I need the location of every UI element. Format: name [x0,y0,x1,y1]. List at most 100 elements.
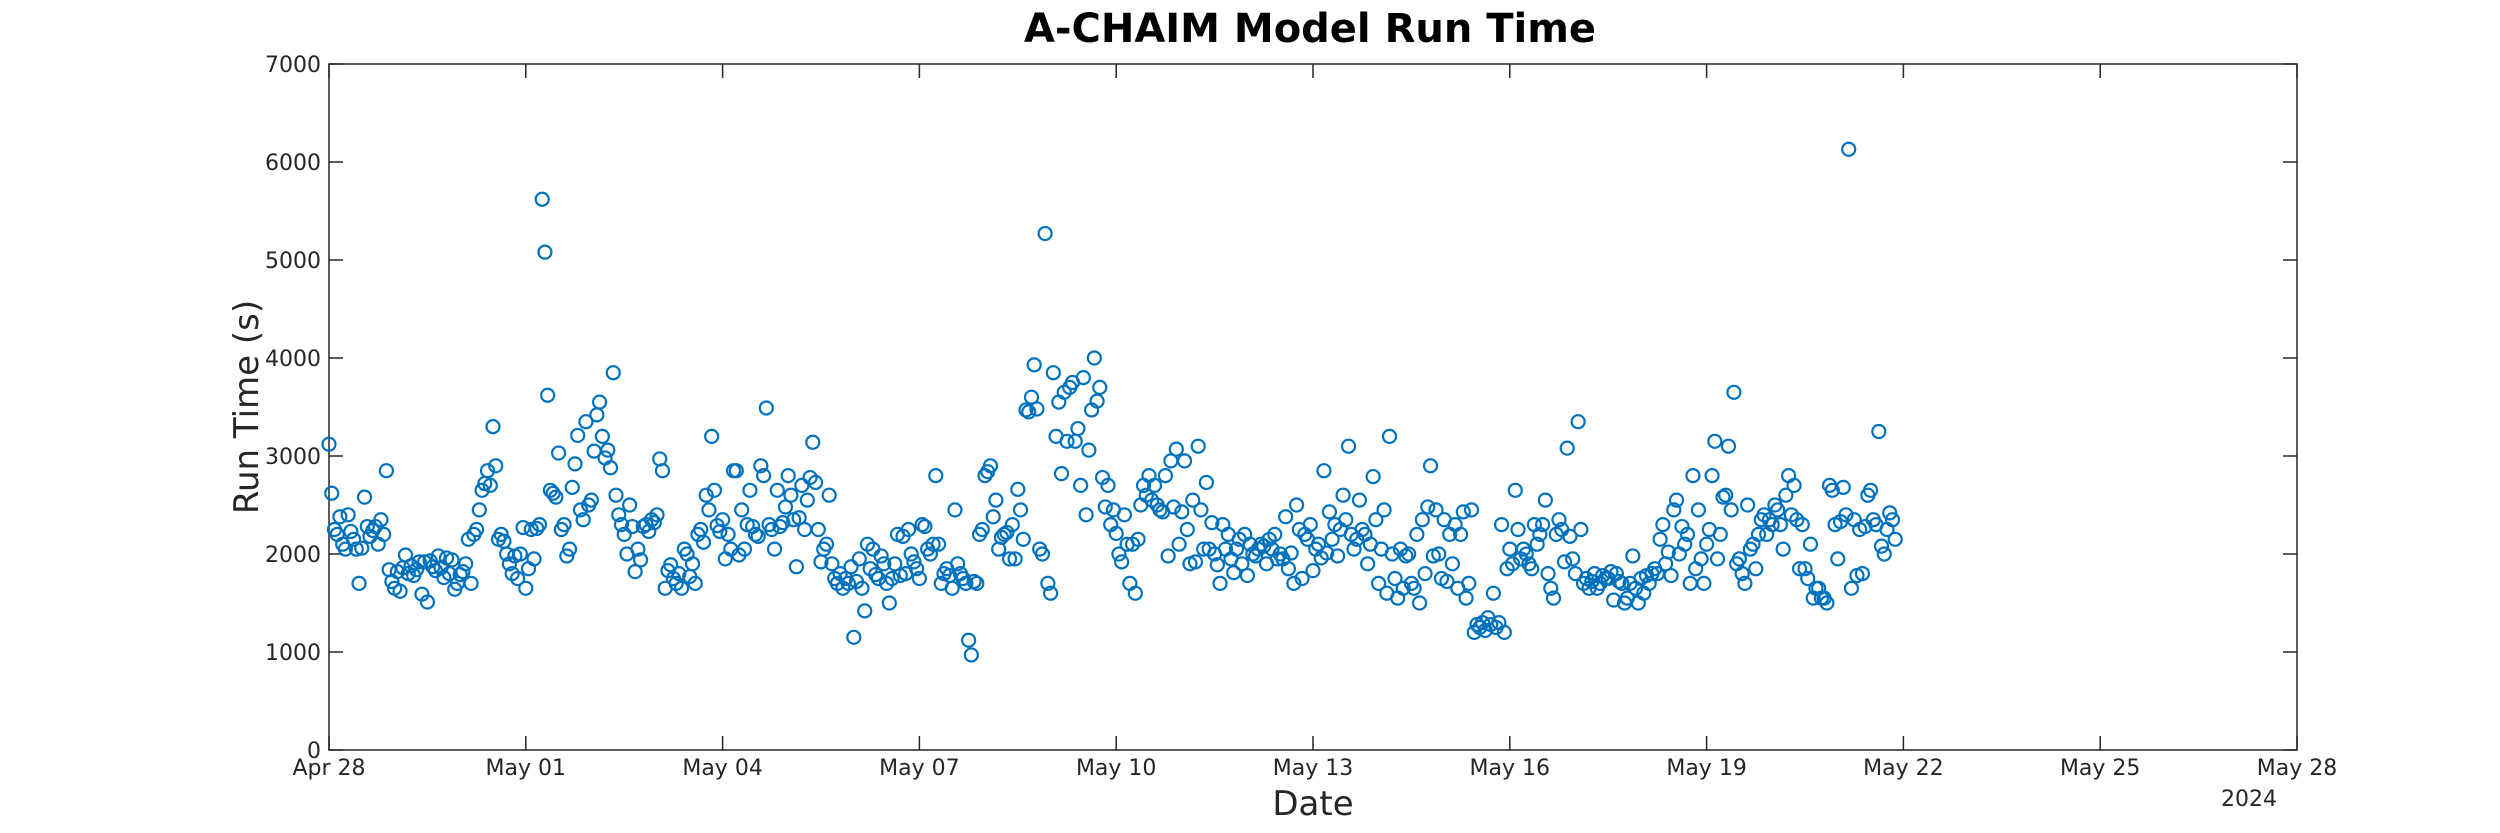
data-point [1174,504,1190,520]
data-point [324,485,340,501]
data-point [1034,546,1051,562]
data-point [1081,442,1097,458]
data-point [1401,546,1417,562]
data-point [1420,499,1436,515]
data-point [1791,561,1808,577]
data-point [695,534,712,550]
data-point [876,556,892,572]
data-point [1507,482,1523,498]
data-point [471,502,487,518]
data-point [1078,507,1094,523]
data-point [469,521,485,538]
data-point [1283,545,1299,561]
data-point [758,400,774,416]
data-point [742,482,758,498]
data-point [982,458,999,474]
data-point [1797,561,1813,577]
data-point [909,561,925,577]
data-point [1010,481,1026,497]
data-point [1267,526,1283,543]
data-point [526,551,542,567]
data-point [411,554,427,570]
data-point [534,191,550,207]
data-point [1100,477,1116,493]
data-point [1668,492,1685,508]
x-tick-label: May 22 [1863,756,1943,781]
data-point [1496,624,1512,641]
data-point [1157,468,1174,484]
data-point [1715,489,1731,505]
data-point [753,458,769,474]
data-point [1376,502,1392,518]
data-point [578,414,594,430]
data-point [1734,565,1750,582]
data-point [575,512,591,528]
data-point [1288,497,1305,513]
data-point [1209,557,1225,573]
data-point [1340,438,1357,454]
x-tick-label: May 10 [1076,756,1156,781]
data-point [1652,531,1668,547]
data-point [1545,590,1562,606]
data-point [1534,516,1551,533]
data-point [600,442,616,458]
data-point [1739,497,1756,513]
data-point [928,468,944,484]
data-point [821,487,837,503]
data-point [1559,440,1575,456]
data-point [747,526,764,543]
data-point [1111,546,1127,562]
y-tick-label: 0 [307,739,321,764]
data-point [1185,492,1201,508]
data-point [783,487,799,503]
data-point [1302,516,1318,533]
y-tick-label: 6000 [265,151,321,176]
data-point [1198,474,1215,491]
data-point [958,575,974,592]
data-point [1625,548,1641,564]
data-point [1830,551,1846,567]
y-tick-label: 2000 [265,543,321,568]
data-point [1406,580,1422,596]
data-point [944,580,960,596]
data-point [1029,401,1045,417]
data-point [1086,350,1102,366]
data-point [1677,536,1693,552]
data-point [922,546,938,562]
data-point [1346,541,1362,557]
data-point [925,536,941,552]
data-point [1843,580,1860,596]
data-point [570,427,586,444]
data-point [1529,536,1545,552]
data-point [1116,507,1133,523]
data-point [1127,585,1143,601]
data-point [1059,433,1075,449]
plot-area [328,63,2298,751]
x-tick-label: May 01 [486,756,566,781]
data-point [824,556,840,572]
data-point [1310,536,1327,552]
data-point [1614,575,1630,592]
data-point [1712,526,1728,543]
data-point [1835,479,1851,495]
data-point [1778,487,1794,503]
data-points [321,141,1903,663]
data-point [1882,505,1898,521]
data-point [630,541,646,557]
data-point [1335,487,1351,503]
data-point [1045,365,1061,381]
data-point [1841,141,1857,157]
data-point [559,548,575,564]
data-point [1329,548,1346,564]
data-point [1007,551,1023,567]
data-point [1411,595,1428,611]
data-point [1070,420,1086,437]
data-point [1532,526,1548,543]
y-tick-label: 4000 [265,347,321,372]
data-point [671,565,687,582]
data-point [1463,502,1480,518]
data-point [1556,554,1573,570]
data-point [1485,585,1502,601]
data-point [1428,502,1444,518]
data-point [788,559,805,575]
